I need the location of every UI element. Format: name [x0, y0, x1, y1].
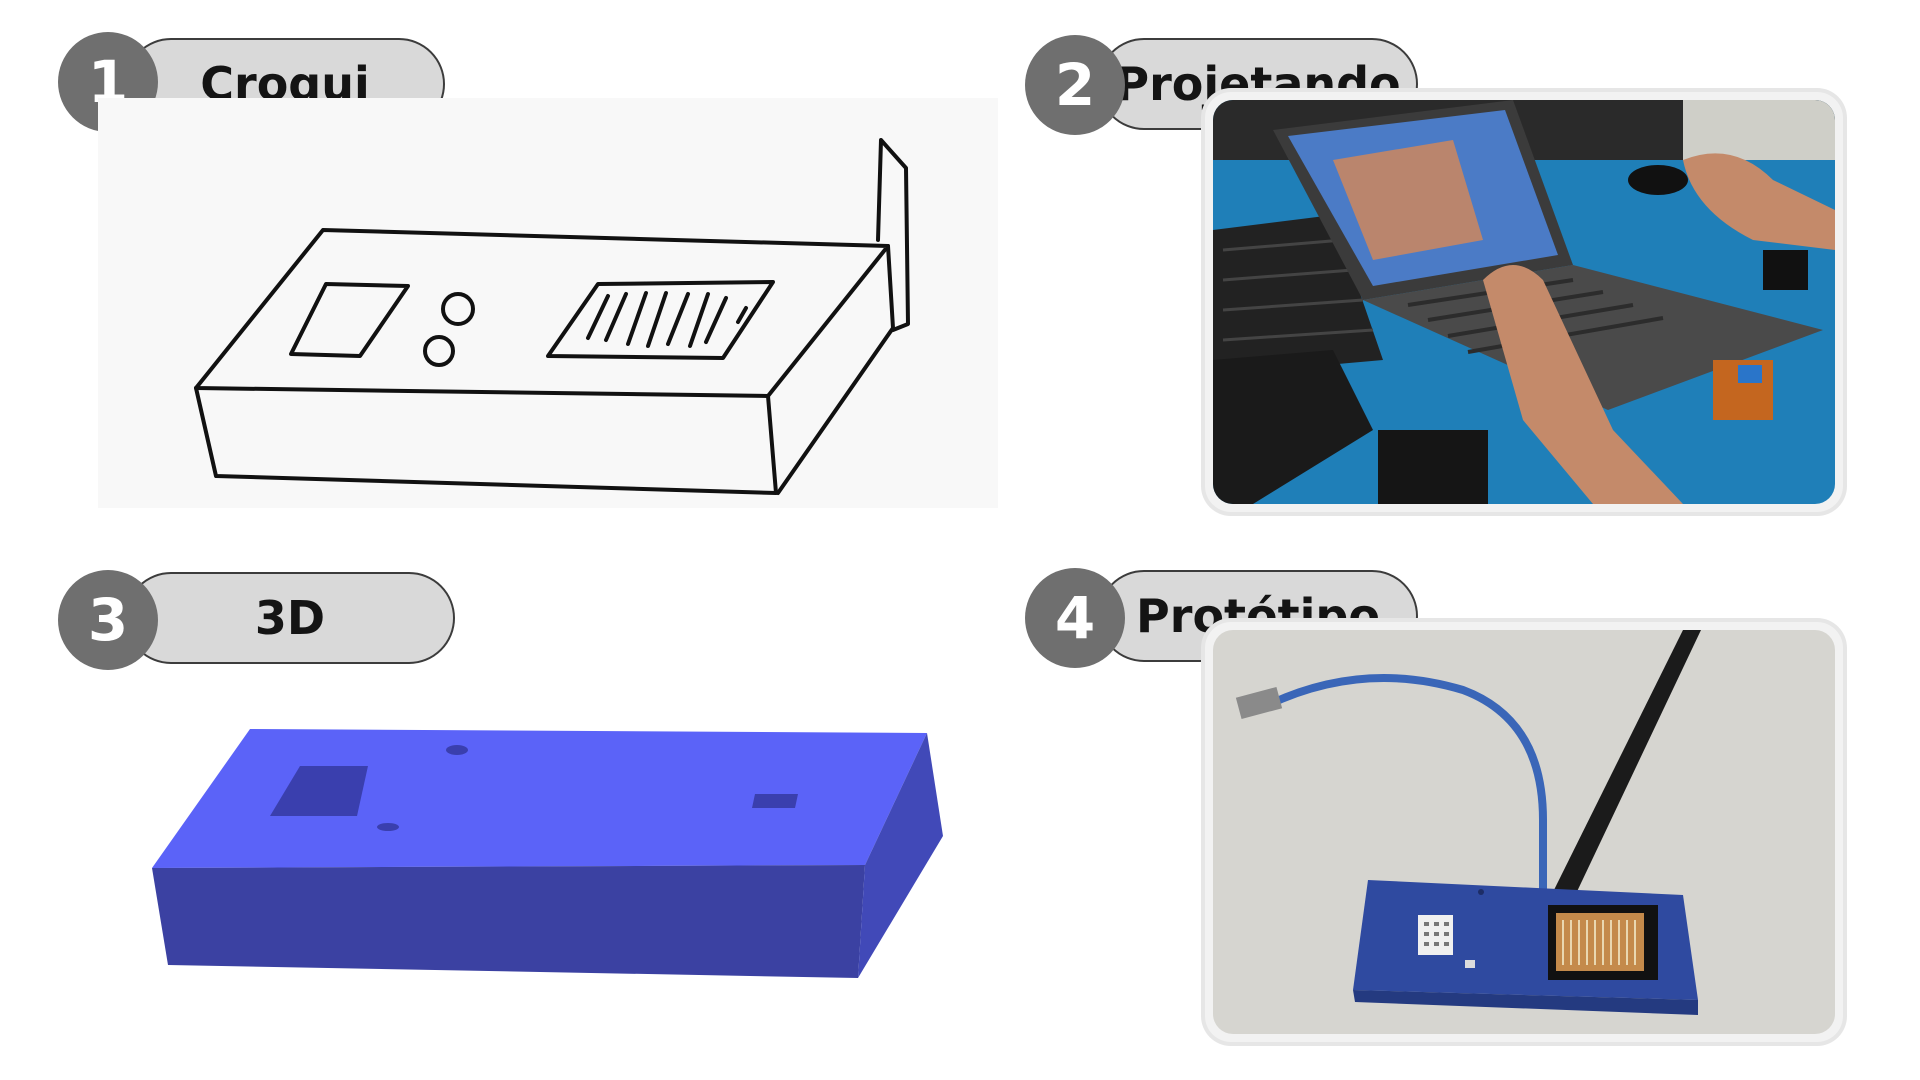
step-4-number: 4	[1025, 568, 1125, 668]
laptop-photo-frame	[1205, 92, 1843, 512]
step-3-number: 3	[58, 570, 158, 670]
step-4-label: Protótipo	[1098, 570, 1418, 662]
step-2-number: 2	[1025, 35, 1125, 135]
sketch-panel	[98, 98, 998, 508]
sketch-drawing-icon	[194, 138, 910, 495]
prototype-photo-icon	[1213, 630, 1835, 1034]
model-panel	[140, 720, 960, 1000]
3d-model-icon	[152, 729, 943, 978]
laptop-photo-icon	[1213, 100, 1835, 504]
prototype-photo-frame	[1205, 622, 1843, 1042]
step-3-label: 3D	[125, 572, 455, 664]
